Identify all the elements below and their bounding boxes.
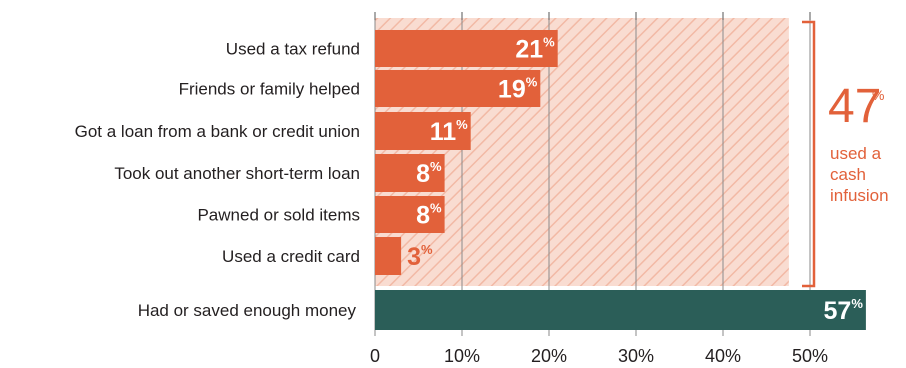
bracket-layer: 47% used a cash infusion (802, 20, 889, 288)
bar (375, 237, 402, 275)
category-label: Got a loan from a bank or credit union (75, 122, 360, 141)
data-label-unit: % (430, 159, 442, 174)
data-label: 11% (430, 117, 468, 146)
category-label: Friends or family helped (179, 80, 360, 99)
data-label-value: 21 (515, 36, 543, 64)
x-tick-label: 40% (705, 346, 741, 366)
data-label: 21% (515, 35, 555, 64)
x-tick-label: 0 (370, 346, 380, 366)
bar (375, 196, 445, 233)
data-label-unit: % (543, 35, 555, 50)
data-label: 3% (407, 242, 433, 271)
bar-layer (375, 30, 866, 330)
cash-infusion-bracket (802, 20, 816, 288)
data-label-unit: % (421, 242, 433, 257)
x-tick-label: 20% (531, 346, 567, 366)
category-label: Had or saved enough money (138, 301, 357, 320)
data-label: 19% (498, 75, 538, 104)
data-label-unit: % (526, 75, 538, 90)
data-label: 57% (824, 296, 864, 325)
bar (375, 112, 471, 150)
x-tick-label: 10% (444, 346, 480, 366)
category-label: Pawned or sold items (197, 206, 360, 225)
category-label: Used a tax refund (226, 40, 360, 59)
cash-infusion-value: 47 (828, 80, 881, 133)
data-label-value: 11 (430, 118, 457, 146)
data-label-value: 57 (824, 297, 852, 325)
bar (375, 154, 445, 192)
x-tick-label: 30% (618, 346, 654, 366)
category-label: Used a credit card (222, 247, 360, 266)
data-label-unit: % (430, 201, 442, 216)
cash-infusion-unit: % (872, 87, 884, 103)
bar (375, 290, 866, 330)
data-label-value: 19 (498, 76, 526, 104)
bar (375, 70, 541, 107)
label-layer: Used a tax refund 21% Friends or family he… (75, 35, 864, 326)
data-label-unit: % (851, 296, 863, 311)
bar (375, 30, 558, 67)
category-label: Took out another short-term loan (114, 164, 360, 183)
x-tick-label: 50% (792, 346, 828, 366)
data-label-value: 3 (407, 243, 421, 271)
cash-infusion-caption-line: used a (830, 144, 882, 163)
data-label: 8% (416, 159, 442, 188)
data-label: 8% (416, 201, 442, 230)
cash-infusion-caption-line: infusion (830, 186, 889, 205)
data-label-unit: % (456, 117, 468, 132)
data-label-value: 8 (416, 160, 430, 188)
cash-infusion-caption-line: cash (830, 165, 866, 184)
data-label-value: 8 (416, 202, 430, 230)
